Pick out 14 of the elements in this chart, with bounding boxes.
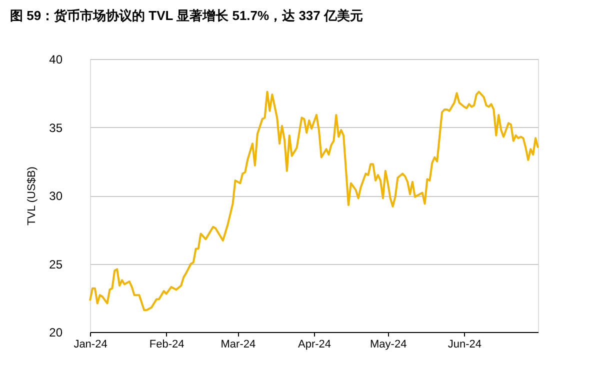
x-tick-label: Apr-24: [298, 338, 332, 350]
x-tick-label: Mar-24: [220, 338, 256, 350]
x-tick-label: Jan-24: [74, 338, 108, 350]
x-tick-label: Feb-24: [149, 338, 184, 350]
y-tick-label: 40: [49, 52, 63, 66]
y-tick-label: 35: [49, 120, 63, 135]
chart-title: 图 59：货币市场协议的 TVL 显著增长 51.7%，达 337 亿美元: [10, 8, 363, 23]
y-axis-title: TVL (US$B): [26, 166, 38, 226]
y-tick-label: 30: [49, 189, 63, 203]
y-tick-label: 25: [49, 257, 63, 272]
x-tick-label: May-24: [370, 338, 407, 350]
y-tick-label: 20: [49, 326, 63, 340]
x-tick-label: Jun-24: [448, 338, 482, 350]
line-series: [89, 90, 539, 312]
